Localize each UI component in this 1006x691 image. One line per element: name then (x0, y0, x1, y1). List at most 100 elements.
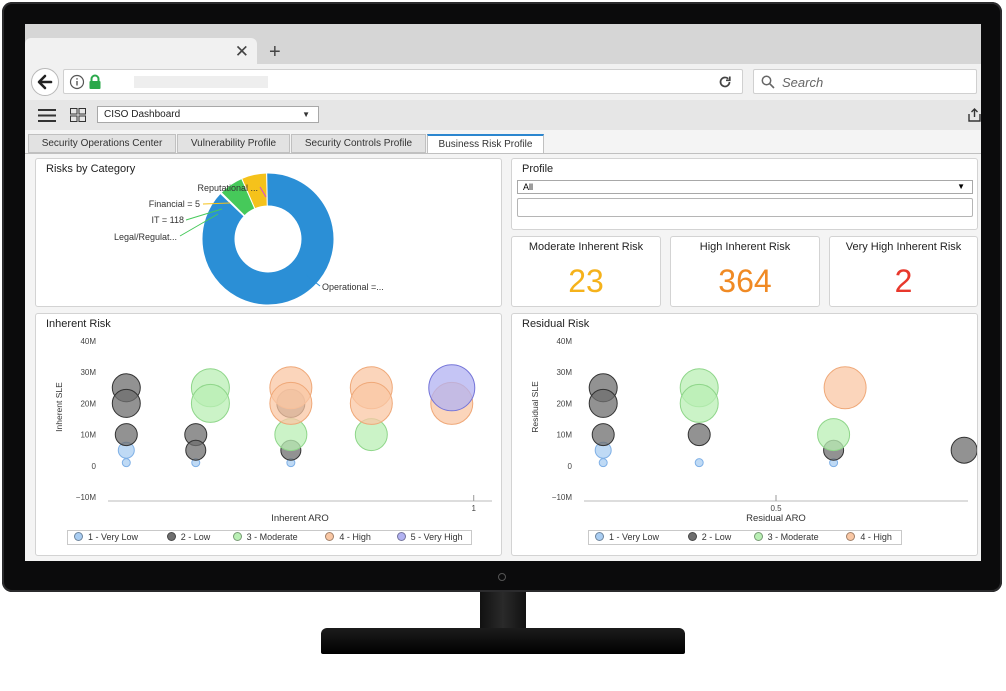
donut-slice-financial (220, 177, 256, 217)
y-tick-label: 0 (568, 462, 573, 471)
legend-item[interactable]: 4 - High (325, 532, 371, 542)
legend-item[interactable]: 2 - Low (687, 532, 731, 542)
legend-swatch-icon (595, 532, 604, 541)
tab-security-operations-center[interactable]: Security Operations Center (28, 134, 176, 153)
y-tick-label: 40M (556, 337, 572, 346)
hamburger-menu-icon[interactable] (38, 109, 56, 122)
legend-swatch-icon (166, 532, 176, 541)
tab-divider (25, 153, 981, 154)
app-toolbar: CISO Dashboard ▼ (25, 100, 981, 130)
residual-risk-panel: Residual Risk 40M 30M 20M 10M 0 −10M 0.5 Residu… (511, 313, 978, 556)
chevron-down-icon: ▼ (302, 110, 310, 119)
x-tick-label: 1 (471, 504, 476, 513)
y-tick-label: −10M (76, 493, 97, 502)
risks-by-category-title: Risks by Category (46, 163, 136, 175)
profile-select[interactable]: All ▼ (517, 180, 973, 194)
legend-label: 2 - Low (180, 532, 211, 542)
y-tick-label: 10M (80, 431, 96, 440)
legend-item[interactable]: 2 - Low (166, 532, 211, 542)
y-tick-label: 30M (80, 368, 96, 377)
legend-swatch-icon (232, 532, 242, 541)
bubble-moderate (817, 418, 851, 452)
search-icon (761, 75, 775, 89)
legend-label: 1 - Very Low (609, 532, 660, 542)
back-button[interactable] (31, 68, 59, 96)
tab-vulnerability-profile[interactable]: Vulnerability Profile (177, 134, 290, 153)
legend-swatch-icon (846, 532, 856, 541)
kpi-moderate-inherent-risk: Moderate Inherent Risk 23 (511, 236, 661, 307)
bubble-low (185, 439, 207, 461)
profile-filter-input[interactable] (517, 198, 973, 217)
tab-business-risk-profile[interactable]: Business Risk Profile (427, 134, 544, 154)
kpi-value: 364 (718, 263, 772, 299)
donut-leader-line (305, 274, 321, 287)
bubble-low (111, 388, 141, 418)
y-axis-title: Inherent SLE (54, 382, 64, 432)
x-tick-label: 0.5 (770, 504, 782, 513)
bubble-low (588, 388, 618, 418)
legend-label: 4 - High (339, 532, 371, 542)
inherent-risk-legend: 1 - Very Low 2 - Low 3 - Moderate 4 - High 5… (67, 530, 472, 545)
chevron-down-icon: ▼ (957, 182, 965, 191)
legend-label: 3 - Moderate (767, 532, 819, 542)
legend-item[interactable]: 1 - Very Low (74, 532, 138, 542)
legend-label: 3 - Moderate (246, 532, 298, 542)
close-tab-icon[interactable]: ✕ (234, 42, 249, 61)
bubble-moderate (190, 383, 230, 423)
bubble-low (950, 436, 977, 464)
dashboard-select-value: CISO Dashboard (104, 109, 181, 120)
donut-label: Financial = 5 (149, 199, 200, 209)
bubble-moderate (679, 383, 719, 423)
y-tick-label: −10M (552, 493, 573, 502)
reload-icon[interactable] (718, 75, 732, 89)
donut-label: Reputational ... (197, 183, 258, 193)
bubble-very-low (598, 458, 608, 468)
bubble-high (823, 366, 867, 410)
dashboard-grid-icon[interactable] (70, 108, 86, 122)
new-tab-icon[interactable]: + (269, 41, 281, 63)
legend-item[interactable]: 1 - Very Low (595, 532, 659, 542)
legend-label: 5 - Very High (410, 532, 463, 542)
lock-icon (89, 74, 101, 89)
inherent-risk-panel: Inherent Risk 40M 30M 20M 10M 0 −10M 1 Inherent… (35, 313, 502, 556)
info-icon[interactable] (69, 74, 85, 90)
profile-title: Profile (522, 163, 554, 175)
search-input[interactable]: Search (753, 69, 977, 94)
bubble-very-high (428, 364, 476, 412)
donut-leader-line (179, 213, 219, 237)
legend-swatch-icon (687, 532, 697, 541)
donut-leader-line (259, 186, 267, 198)
kpi-value: 23 (568, 263, 604, 299)
share-icon[interactable] (968, 108, 981, 122)
y-tick-label: 20M (556, 399, 572, 408)
legend-swatch-icon (753, 532, 763, 541)
webcam-icon (498, 573, 506, 581)
y-tick-label: 10M (556, 431, 572, 440)
url-bar[interactable] (63, 69, 743, 94)
browser-tab-strip: ✕ + (25, 24, 981, 66)
bubble-low (687, 423, 711, 447)
donut-chart: Reputational ... Financial = 5 IT = 118 Leg… (114, 172, 384, 306)
legend-item[interactable]: 3 - Moderate (753, 532, 819, 542)
dashboard-select[interactable]: CISO Dashboard ▼ (97, 106, 319, 123)
bubble-very-low (121, 458, 131, 468)
kpi-title: Moderate Inherent Risk (528, 241, 644, 253)
donut-label: Operational =... (322, 282, 384, 292)
monitor-neck (480, 592, 526, 630)
legend-label: 4 - High (860, 532, 892, 542)
legend-item[interactable]: 5 - Very High (396, 532, 463, 542)
residual-risk-legend: 1 - Very Low 2 - Low 3 - Moderate 4 - High (588, 530, 902, 545)
legend-label: 1 - Very Low (88, 532, 139, 542)
donut-leader-line (185, 208, 223, 221)
kpi-very-high-inherent-risk: Very High Inherent Risk 2 (829, 236, 978, 307)
bubble-low (591, 423, 615, 447)
legend-item[interactable]: 3 - Moderate (232, 532, 298, 542)
tab-security-controls-profile[interactable]: Security Controls Profile (291, 134, 426, 153)
x-axis-title: Inherent ARO (271, 513, 329, 524)
bubble-low (114, 423, 138, 447)
browser-tab[interactable]: ✕ (25, 38, 257, 66)
legend-item[interactable]: 4 - High (846, 532, 892, 542)
kpi-title: High Inherent Risk (699, 241, 791, 253)
kpi-value: 2 (894, 263, 913, 299)
